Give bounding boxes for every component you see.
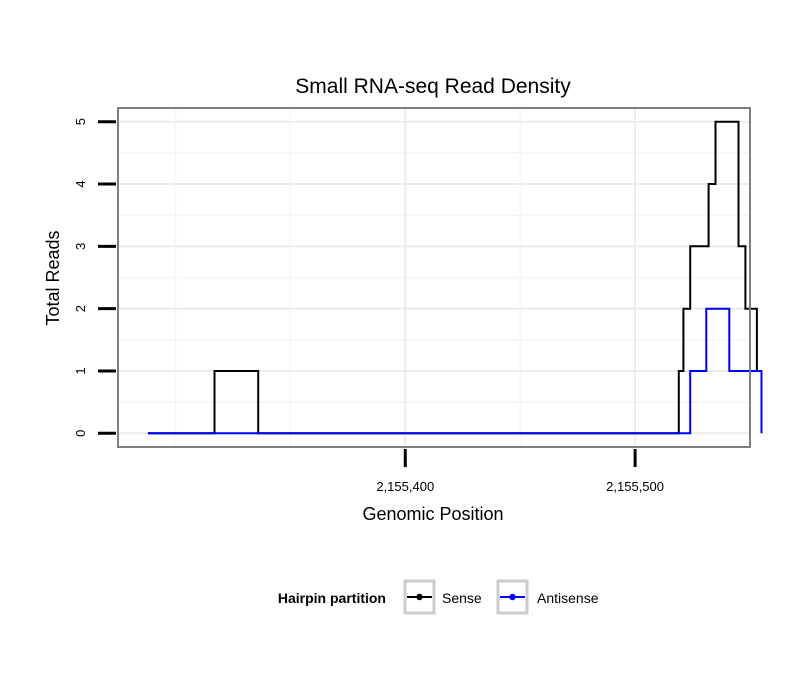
legend-item-antisense: Antisense [496, 579, 599, 615]
x-axis: 2,155,400 2,155,500 [376, 449, 664, 494]
x-tick-label: 2,155,400 [376, 479, 434, 494]
y-tick-label: 0 [73, 430, 88, 437]
legend-item-sense: Sense [403, 579, 482, 615]
plot-border [117, 107, 751, 448]
y-axis: 0 1 2 3 4 5 [73, 118, 116, 437]
y-axis-title: Total Reads [43, 230, 63, 325]
y-tick-label: 4 [73, 180, 88, 187]
y-tick-label: 5 [73, 118, 88, 125]
chart-title: Small RNA-seq Read Density [295, 75, 571, 98]
legend-marker-antisense [509, 593, 516, 601]
y-tick-label: 1 [73, 367, 88, 374]
x-axis-title: Genomic Position [362, 504, 503, 524]
y-tick-label: 2 [73, 305, 88, 312]
legend-label-sense: Sense [442, 590, 482, 606]
legend-label-antisense: Antisense [537, 590, 599, 606]
y-tick-label: 3 [73, 243, 88, 250]
x-tick-label: 2,155,500 [606, 479, 664, 494]
legend: Hairpin partition Sense Antisense [278, 579, 599, 615]
legend-title: Hairpin partition [278, 590, 386, 606]
legend-marker-sense [416, 593, 423, 601]
plot-area [117, 107, 763, 448]
